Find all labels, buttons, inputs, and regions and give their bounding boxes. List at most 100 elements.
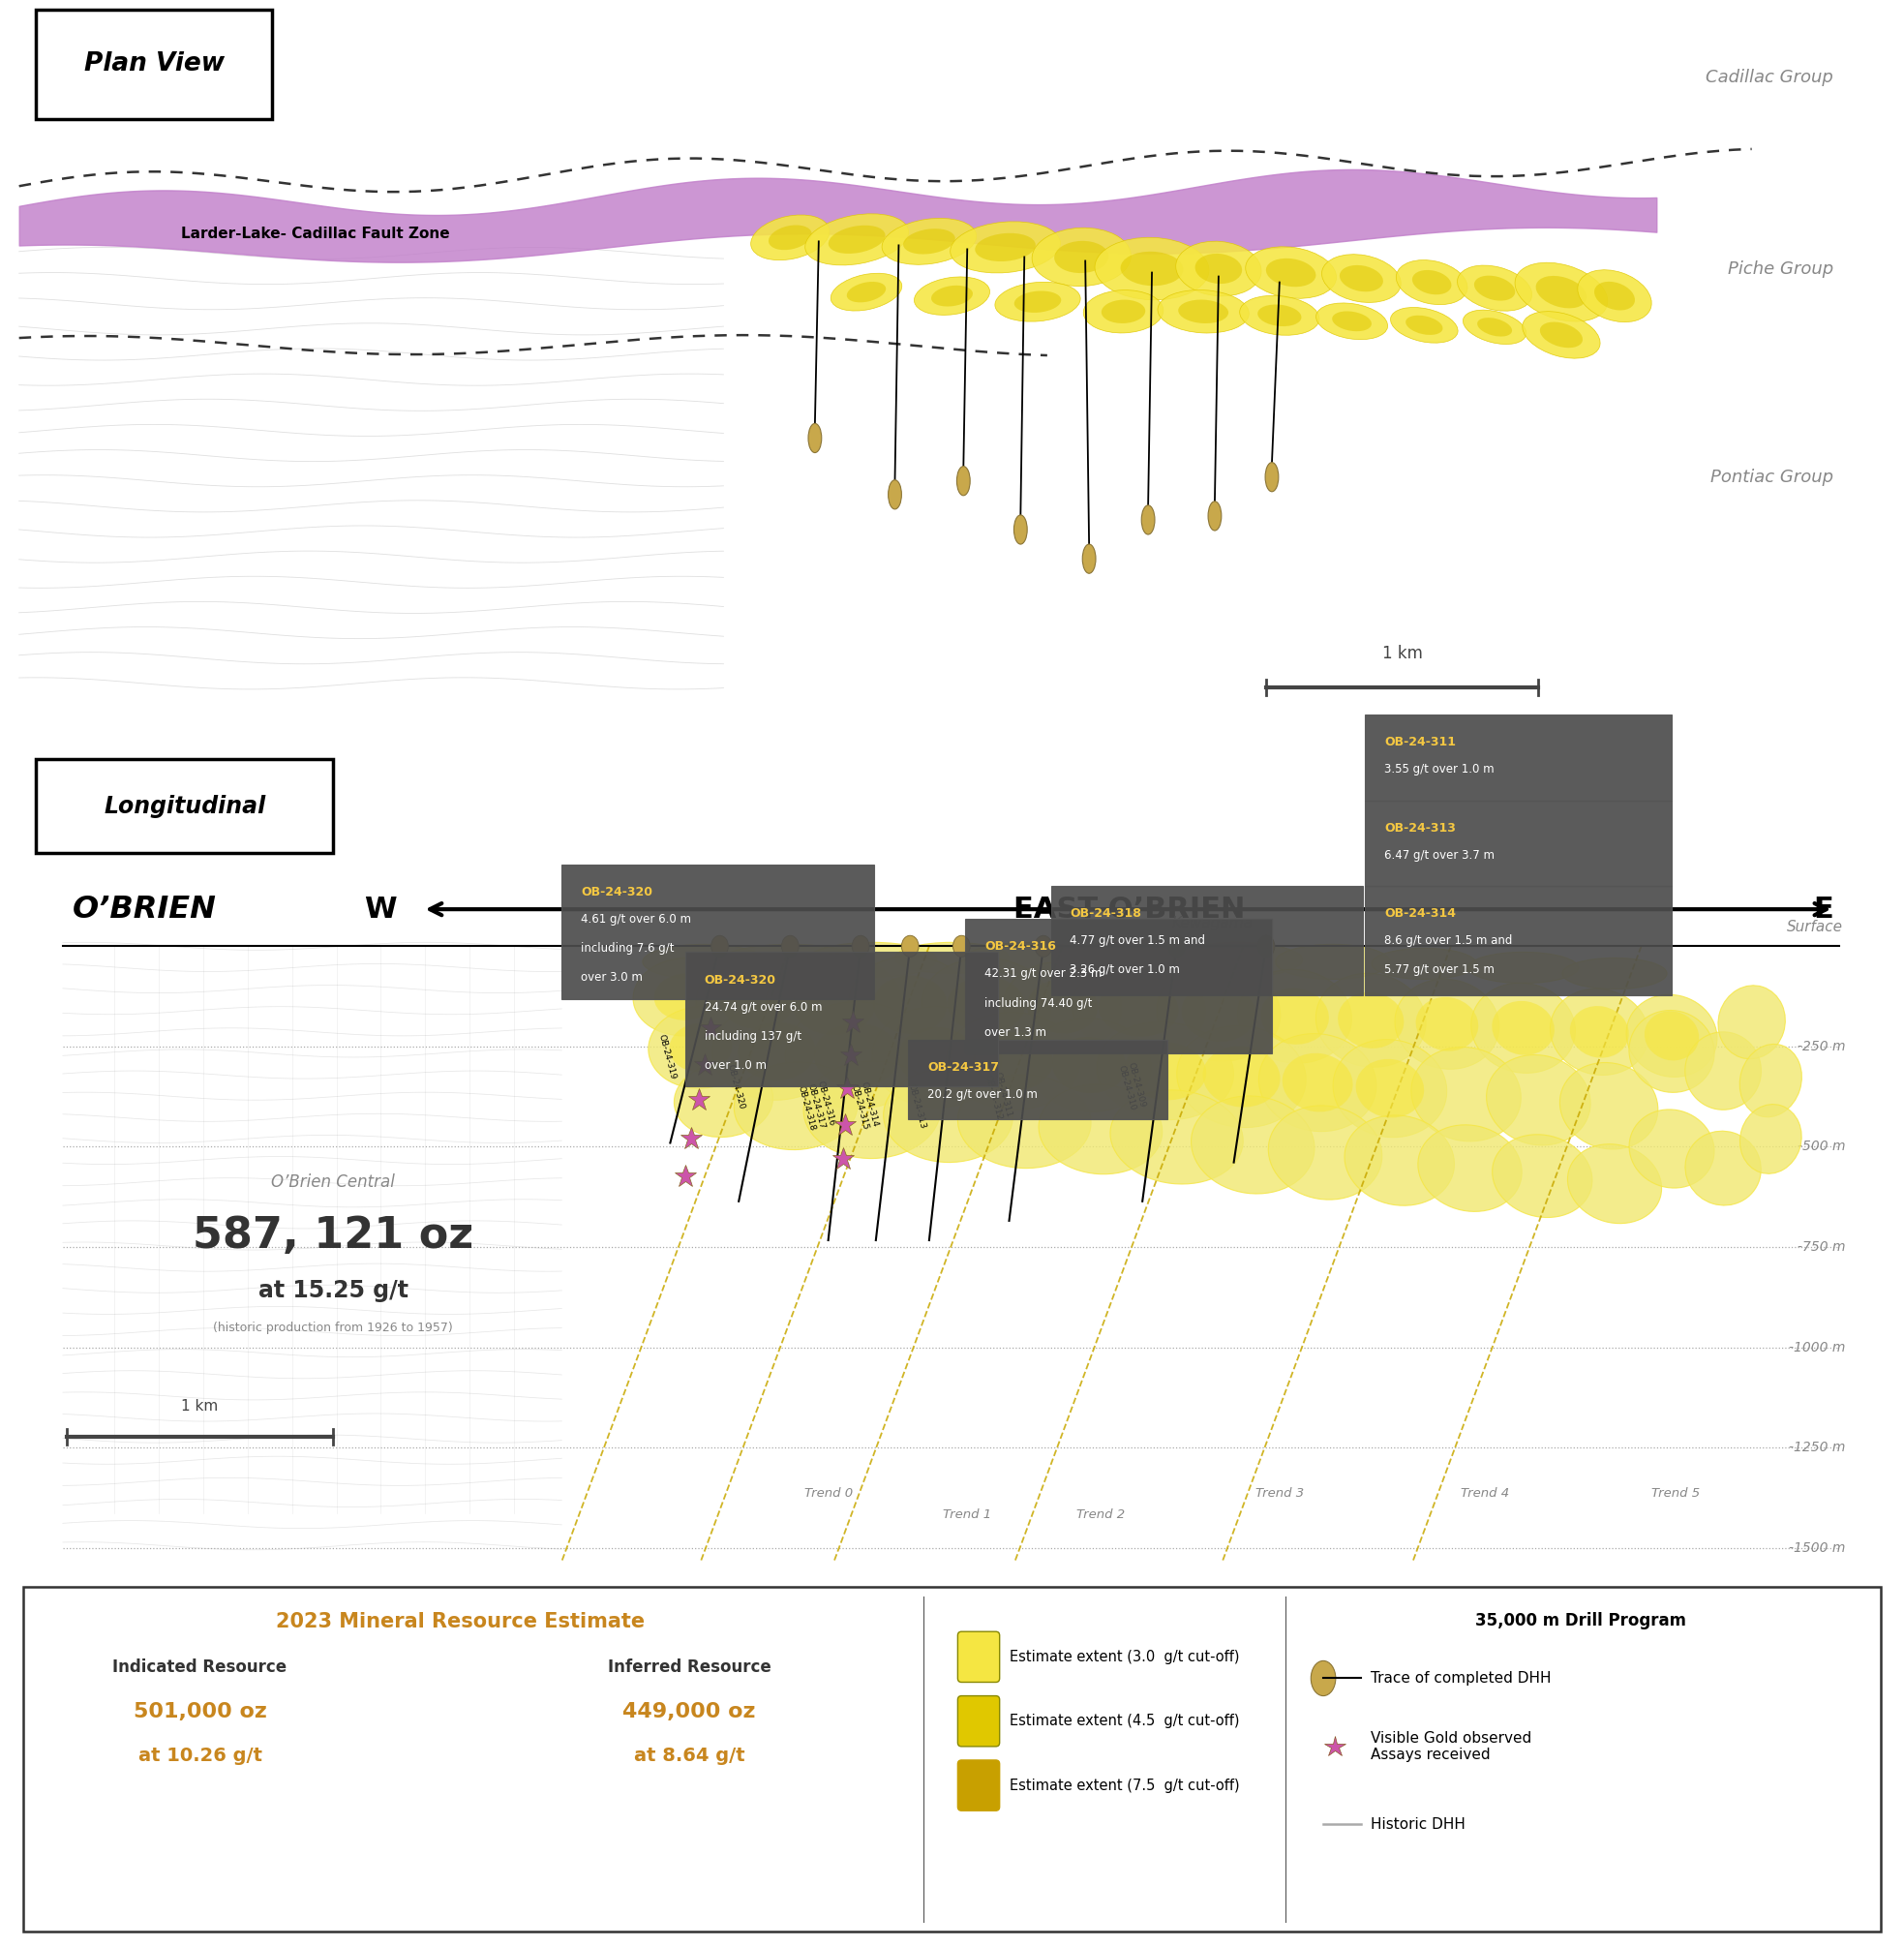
Ellipse shape <box>792 974 876 1036</box>
Ellipse shape <box>975 234 1036 261</box>
Ellipse shape <box>1032 228 1131 286</box>
Text: including 137 g/t: including 137 g/t <box>704 1030 802 1042</box>
Ellipse shape <box>765 954 902 1055</box>
Ellipse shape <box>1371 948 1478 979</box>
Text: Indicated Resource: Indicated Resource <box>112 1659 288 1676</box>
Ellipse shape <box>895 942 1009 974</box>
Ellipse shape <box>739 1022 815 1081</box>
Ellipse shape <box>634 958 737 1036</box>
Ellipse shape <box>1310 1661 1335 1696</box>
Text: at 8.64 g/t: at 8.64 g/t <box>634 1746 744 1764</box>
Ellipse shape <box>750 214 830 261</box>
Ellipse shape <box>1333 312 1371 331</box>
Ellipse shape <box>1316 304 1388 339</box>
Ellipse shape <box>1390 308 1458 343</box>
Text: 8.6 g/t over 1.5 m and: 8.6 g/t over 1.5 m and <box>1384 935 1512 946</box>
Text: Trend 1: Trend 1 <box>942 1509 992 1521</box>
Ellipse shape <box>1630 1110 1714 1188</box>
Text: Estimate extent (7.5  g/t cut-off): Estimate extent (7.5 g/t cut-off) <box>1009 1778 1240 1793</box>
Text: OB-24-320: OB-24-320 <box>725 1063 746 1110</box>
Ellipse shape <box>1457 265 1533 312</box>
Text: EAST O’BRIEN: EAST O’BRIEN <box>1013 896 1245 923</box>
Ellipse shape <box>967 942 1089 974</box>
Ellipse shape <box>642 944 765 979</box>
FancyBboxPatch shape <box>1051 886 1363 995</box>
Text: O’BRIEN: O’BRIEN <box>72 894 217 925</box>
Text: Kewagama: Kewagama <box>1173 917 1253 931</box>
Ellipse shape <box>1040 1084 1161 1174</box>
Ellipse shape <box>1238 970 1352 1063</box>
FancyBboxPatch shape <box>958 1760 1000 1811</box>
Ellipse shape <box>902 937 918 958</box>
Ellipse shape <box>922 958 1051 1051</box>
Ellipse shape <box>769 226 811 249</box>
Ellipse shape <box>950 222 1061 273</box>
Text: -1000 m: -1000 m <box>1788 1341 1845 1353</box>
Ellipse shape <box>1472 983 1575 1073</box>
Ellipse shape <box>948 977 1024 1032</box>
Ellipse shape <box>1158 290 1249 333</box>
Text: 4.77 g/t over 1.5 m and: 4.77 g/t over 1.5 m and <box>1070 935 1205 946</box>
Text: -250 m: -250 m <box>1797 1040 1845 1053</box>
Ellipse shape <box>1169 937 1184 958</box>
Text: OB-24-311: OB-24-311 <box>1384 736 1457 748</box>
Ellipse shape <box>1259 1034 1377 1131</box>
Ellipse shape <box>830 273 902 312</box>
Text: Surface: Surface <box>1788 921 1843 935</box>
Text: 42.31 g/t over 2.3 m: 42.31 g/t over 2.3 m <box>984 968 1102 979</box>
Ellipse shape <box>1083 290 1163 333</box>
Text: 20.2 g/t over 1.0 m: 20.2 g/t over 1.0 m <box>927 1088 1038 1100</box>
Text: OB-24-313: OB-24-313 <box>1384 822 1457 833</box>
Ellipse shape <box>1685 1131 1761 1205</box>
FancyBboxPatch shape <box>1365 715 1672 800</box>
Ellipse shape <box>1015 290 1061 313</box>
Text: OB-24-316: OB-24-316 <box>984 940 1057 952</box>
Ellipse shape <box>1411 1047 1521 1141</box>
Ellipse shape <box>649 1007 752 1088</box>
Ellipse shape <box>1003 962 1121 1051</box>
Ellipse shape <box>973 1032 1053 1090</box>
Ellipse shape <box>1340 265 1382 292</box>
Ellipse shape <box>1142 506 1154 535</box>
Text: Piche Group: Piche Group <box>1729 261 1834 276</box>
Text: OB-24-320: OB-24-320 <box>581 886 653 898</box>
Ellipse shape <box>899 1026 975 1088</box>
Ellipse shape <box>1578 271 1651 321</box>
Text: OB-24-314
OB-24-315: OB-24-314 OB-24-315 <box>849 1081 880 1131</box>
FancyBboxPatch shape <box>958 1632 1000 1682</box>
Ellipse shape <box>784 1001 929 1110</box>
Ellipse shape <box>1418 1125 1521 1211</box>
Ellipse shape <box>1594 282 1636 310</box>
Ellipse shape <box>1478 317 1512 337</box>
Text: Trend 3: Trend 3 <box>1255 1488 1304 1499</box>
Ellipse shape <box>722 974 794 1028</box>
Text: OB-24-316
OB-24-317
OB-24-318: OB-24-316 OB-24-317 OB-24-318 <box>796 1081 836 1133</box>
Bar <box>23 1587 1881 1931</box>
Ellipse shape <box>958 1075 1091 1168</box>
Text: Larder-Lake- Cadillac Fault Zone: Larder-Lake- Cadillac Fault Zone <box>181 226 449 241</box>
Ellipse shape <box>1567 1145 1662 1223</box>
Text: OB-24-309
OB-24-310: OB-24-309 OB-24-310 <box>1116 1061 1146 1112</box>
Text: Cadillac Group: Cadillac Group <box>1706 70 1834 86</box>
Ellipse shape <box>1396 261 1468 304</box>
Text: 6.47 g/t over 3.7 m: 6.47 g/t over 3.7 m <box>1384 849 1495 861</box>
Text: 24.74 g/t over 6.0 m: 24.74 g/t over 6.0 m <box>704 1001 823 1012</box>
FancyBboxPatch shape <box>1365 886 1672 995</box>
Ellipse shape <box>853 937 868 958</box>
Text: at 10.26 g/t: at 10.26 g/t <box>137 1746 263 1764</box>
Text: E: E <box>1813 896 1834 923</box>
Ellipse shape <box>1523 312 1599 358</box>
Text: Longitudinal: Longitudinal <box>103 794 267 818</box>
Ellipse shape <box>1055 241 1108 273</box>
FancyBboxPatch shape <box>562 864 874 999</box>
Ellipse shape <box>956 467 971 496</box>
Ellipse shape <box>872 1007 1002 1108</box>
Ellipse shape <box>670 1022 731 1073</box>
Ellipse shape <box>1110 1090 1243 1184</box>
Text: Trend 0: Trend 0 <box>803 1488 853 1499</box>
Ellipse shape <box>1257 937 1276 958</box>
Ellipse shape <box>1182 983 1255 1042</box>
Ellipse shape <box>1260 989 1329 1044</box>
Ellipse shape <box>1266 259 1316 286</box>
FancyBboxPatch shape <box>908 1040 1167 1120</box>
